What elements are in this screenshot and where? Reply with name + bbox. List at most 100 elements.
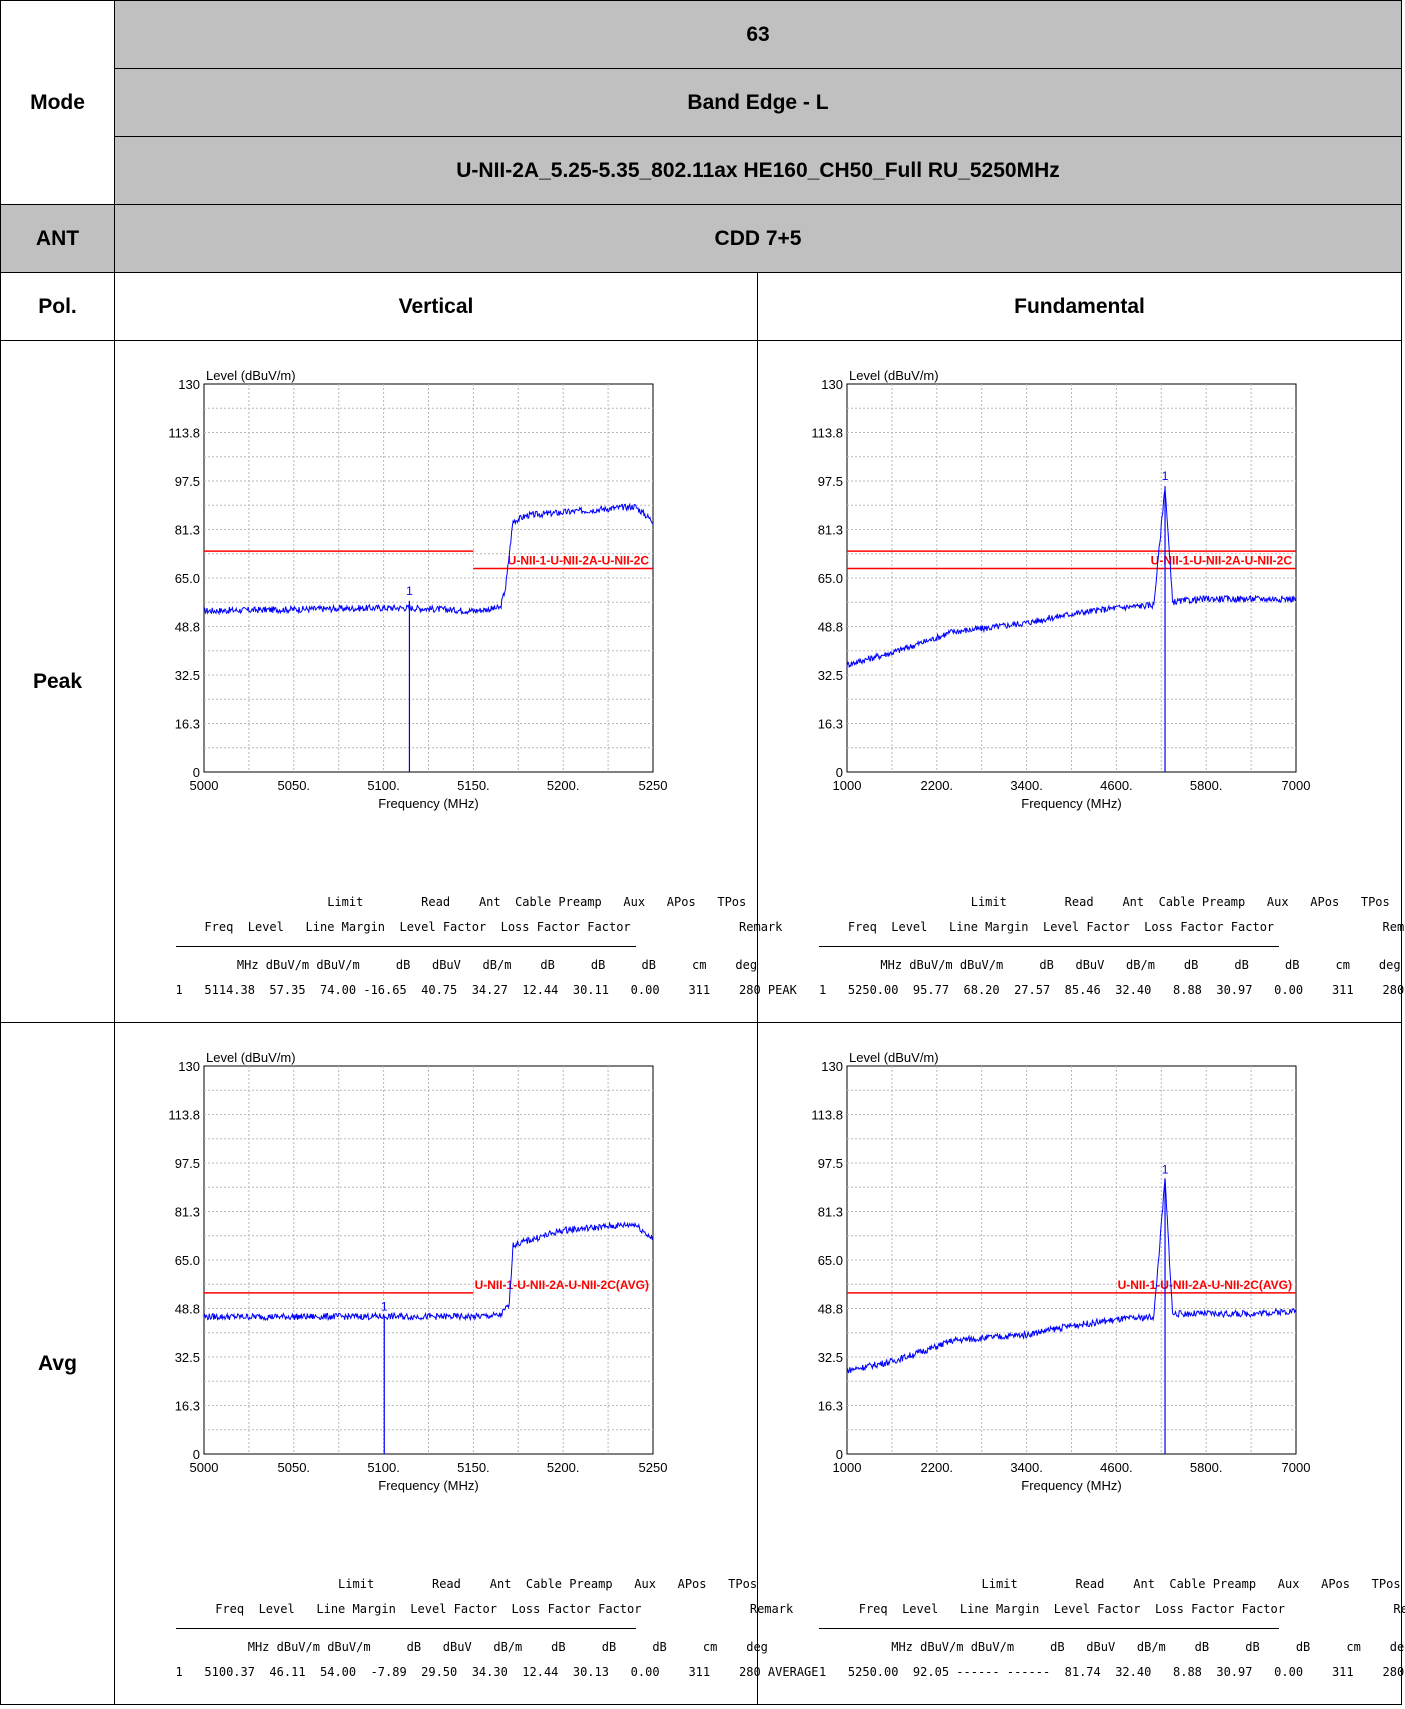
y-tick-label: 65.0 <box>174 1253 199 1268</box>
y-tick-label: 0 <box>836 1447 843 1462</box>
y-tick-label: 48.8 <box>818 1302 843 1317</box>
x-tick-label: 7000 <box>1282 778 1311 793</box>
y-tick-label: 16.3 <box>174 717 199 732</box>
x-tick-label: 5150. <box>457 778 490 793</box>
table-rule <box>819 946 1279 949</box>
pol-label: Pol. <box>0 272 115 341</box>
x-tick-label: 5200. <box>546 1460 579 1475</box>
y-tick-label: 65.0 <box>818 1253 843 1268</box>
chart-cell-vertical-avg: 0 16.3 32.5 48.8 65.0 81.3 97.5 113.8 130 5000 505… <box>114 1022 819 1705</box>
marker-label: 1 <box>406 584 413 598</box>
chart-svg: 0 16.3 32.5 48.8 65.0 81.3 97.5 113.8 130 1000 220… <box>811 368 1311 811</box>
trace-line <box>846 1178 1297 1374</box>
chart-cell-fundamental-peak: 0 16.3 32.5 48.8 65.0 81.3 97.5 113.8 130 1000 220… <box>756 340 1405 1023</box>
measurement-table: Limit Read Ant Cable Preamp Aux APos TPo… <box>819 1572 1405 1685</box>
x-axis-label: Frequency (MHz) <box>378 1478 478 1493</box>
table-header-line1: Limit Read Ant Cable Preamp Aux APos TPo… <box>236 1577 758 1591</box>
y-tick-label: 65.0 <box>174 571 199 586</box>
table-header-line2: Freq Level Line Margin Level Factor Loss… <box>200 1602 794 1616</box>
limit-label: U-NII-1-U-NII-2A-U-NII-2C(AVG) <box>474 1278 648 1292</box>
table-header-line3: MHz dBuV/m dBuV/m dB dBuV dB/m dB dB dB … <box>858 958 1401 972</box>
y-tick-label: 0 <box>192 765 199 780</box>
chart-cell-fundamental-avg: 0 16.3 32.5 48.8 65.0 81.3 97.5 113.8 130 1000 220… <box>756 1022 1405 1705</box>
x-axis-label: Frequency (MHz) <box>1021 1478 1121 1493</box>
y-tick-label: 130 <box>821 1059 843 1074</box>
x-tick-label: 5050. <box>277 1460 310 1475</box>
table-rule <box>175 946 636 949</box>
chart-vertical-avg: 0 16.3 32.5 48.8 65.0 81.3 97.5 113.8 130 5000 505… <box>116 1024 819 1703</box>
y-tick-label: 97.5 <box>174 474 199 489</box>
table-header-line3: MHz dBuV/m dBuV/m dB dBuV dB/m dB dB dB … <box>226 1640 768 1654</box>
table-data-row: 1 5250.00 95.77 68.20 27.57 85.46 32.40 … <box>819 983 1405 997</box>
y-axis-label: Level (dBuV/m) <box>206 1050 296 1065</box>
x-tick-label: 4600. <box>1100 778 1133 793</box>
y-tick-label: 16.3 <box>174 1399 199 1414</box>
y-tick-label: 48.8 <box>818 620 843 635</box>
table-data-row: 1 5250.00 92.05 ------ ------ 81.74 32.4… <box>819 1665 1405 1679</box>
y-tick-label: 81.3 <box>818 1205 843 1220</box>
y-tick-label: 48.8 <box>174 1302 199 1317</box>
pol-right: Fundamental <box>756 272 1403 341</box>
y-tick-label: 113.8 <box>168 426 200 441</box>
y-tick-label: 97.5 <box>818 1156 843 1171</box>
table-header-line2: Freq Level Line Margin Level Factor Loss… <box>189 920 783 934</box>
x-tick-label: 5250 <box>638 1460 667 1475</box>
y-tick-label: 97.5 <box>174 1156 199 1171</box>
band-edge: Band Edge - L <box>113 68 1403 137</box>
y-tick-label: 130 <box>178 1059 200 1074</box>
y-tick-label: 0 <box>192 1447 199 1462</box>
y-tick-label: 81.3 <box>818 523 843 538</box>
y-tick-label: 113.8 <box>811 1108 843 1123</box>
y-tick-label: 81.3 <box>174 523 199 538</box>
x-tick-label: 5100. <box>367 778 400 793</box>
x-tick-label: 2200. <box>921 778 954 793</box>
trace-line <box>203 502 653 616</box>
marker-label: 1 <box>1162 469 1169 483</box>
y-tick-label: 65.0 <box>818 571 843 586</box>
x-tick-label: 5000 <box>189 778 218 793</box>
pol-left: Vertical <box>114 272 758 341</box>
y-tick-label: 32.5 <box>818 1350 843 1365</box>
x-tick-label: 4600. <box>1100 1460 1133 1475</box>
x-tick-label: 5250 <box>638 778 667 793</box>
channel-number: 63 <box>113 0 1403 69</box>
x-tick-label: 3400. <box>1010 1460 1043 1475</box>
table-header-line1: Limit Read Ant Cable Preamp Aux APos TPo… <box>880 1577 1401 1591</box>
chart-vertical-peak: 0 16.3 32.5 48.8 65.0 81.3 97.5 113.8 130 5000 505… <box>116 342 797 1021</box>
table-rule <box>175 1628 636 1631</box>
measurement-table: Limit Read Ant Cable Preamp Aux APos TPo… <box>175 1572 819 1685</box>
y-tick-label: 113.8 <box>168 1108 200 1123</box>
x-tick-label: 3400. <box>1010 778 1043 793</box>
avg-label: Avg <box>0 1022 115 1705</box>
y-tick-label: 81.3 <box>174 1205 199 1220</box>
y-tick-label: 32.5 <box>174 668 199 683</box>
chart-cell-vertical-peak: 0 16.3 32.5 48.8 65.0 81.3 97.5 113.8 130 5000 505… <box>114 340 797 1023</box>
table-header-line3: MHz dBuV/m dBuV/m dB dBuV dB/m dB dB dB … <box>215 958 758 972</box>
x-tick-label: 5000 <box>189 1460 218 1475</box>
x-tick-label: 5800. <box>1190 1460 1223 1475</box>
y-axis-label: Level (dBuV/m) <box>849 368 939 383</box>
x-tick-label: 5800. <box>1190 778 1223 793</box>
y-tick-label: 32.5 <box>174 1350 199 1365</box>
trace-line <box>203 1221 653 1322</box>
x-tick-label: 5200. <box>546 778 579 793</box>
y-axis-label: Level (dBuV/m) <box>849 1050 939 1065</box>
chart-fundamental-avg: 0 16.3 32.5 48.8 65.0 81.3 97.5 113.8 130 1000 220… <box>759 1024 1405 1703</box>
y-tick-label: 97.5 <box>818 474 843 489</box>
x-axis-label: Frequency (MHz) <box>1021 796 1121 811</box>
chart-svg: 0 16.3 32.5 48.8 65.0 81.3 97.5 113.8 130 5000 505… <box>168 1050 667 1493</box>
y-tick-label: 113.8 <box>811 426 843 441</box>
ant-label: ANT <box>0 204 115 273</box>
x-tick-label: 5150. <box>457 1460 490 1475</box>
table-header-line3: MHz dBuV/m dBuV/m dB dBuV dB/m dB dB dB … <box>869 1640 1405 1654</box>
mode-label: Mode <box>0 0 115 205</box>
table-data-row: 1 5100.37 46.11 54.00 -7.89 29.50 34.30 … <box>175 1665 819 1679</box>
marker-label: 1 <box>1162 1162 1169 1176</box>
x-axis-label: Frequency (MHz) <box>378 796 478 811</box>
table-header-line2: Freq Level Line Margin Level Factor Loss… <box>844 1602 1405 1616</box>
table-header-line2: Freq Level Line Margin Level Factor Loss… <box>833 920 1405 934</box>
table-data-row: 1 5114.38 57.35 74.00 -16.65 40.75 34.27… <box>175 983 797 997</box>
chart-svg: 0 16.3 32.5 48.8 65.0 81.3 97.5 113.8 130 5000 505… <box>168 368 667 811</box>
x-tick-label: 1000 <box>833 1460 862 1475</box>
